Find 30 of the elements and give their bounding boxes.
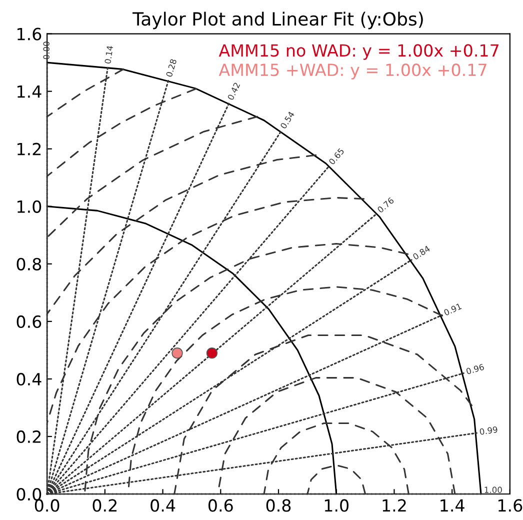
y-tick-label: 1.6 (18, 28, 42, 40)
annotation: 1.00 (484, 486, 502, 493)
x-tick-label: 1.4 (440, 499, 464, 512)
chart-title: Taylor Plot and Linear Fit (y:Obs) (132, 12, 423, 30)
y-tick-label: 1.0 (18, 200, 42, 213)
y-tick-label: 0.8 (16, 258, 42, 270)
text: AMM15 +WAD: y = 1.00x +0.17 (218, 64, 486, 80)
text: AMM15 no WAD: y = 1.00x +0.17 (218, 44, 498, 60)
x-tick-label: 0.0 (34, 499, 60, 512)
x-tick-label: 0.2 (92, 499, 117, 512)
annotation: 0.91 (443, 302, 462, 316)
x-tick-label: 1.2 (382, 499, 406, 512)
annotation: 0.28 (166, 58, 177, 78)
y-tick-label: 0.2 (16, 430, 41, 444)
y-tick-label: 1.4 (18, 86, 42, 98)
x-tick-label: 0.6 (208, 499, 233, 512)
x-tick-label: 1.6 (498, 499, 522, 512)
x-tick-label: 0.4 (150, 499, 176, 512)
y-tick-label: 0.4 (16, 372, 42, 386)
x-tick-label: 1.0 (324, 499, 348, 512)
annotation: 0.42 (227, 82, 240, 100)
y-tick-label: 0.6 (16, 315, 42, 328)
y-tick-label: 0.0 (16, 488, 42, 501)
x-tick-label: 0.8 (266, 499, 291, 512)
annotation: 0.84 (412, 245, 431, 260)
annotation: 0.14 (104, 46, 114, 64)
annotation: 0.00 (43, 42, 50, 60)
annotation: 0.99 (480, 426, 498, 435)
annotation: 0.96 (466, 364, 484, 375)
y-tick-label: 1.2 (18, 142, 41, 156)
